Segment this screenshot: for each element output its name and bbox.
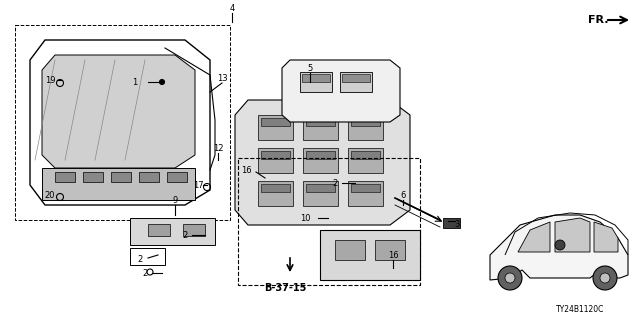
Text: 4: 4 [229, 4, 235, 12]
Bar [261, 184, 290, 192]
Bar [261, 151, 290, 159]
Polygon shape [42, 55, 195, 168]
Polygon shape [42, 168, 195, 200]
Text: 17: 17 [193, 180, 204, 189]
Text: 12: 12 [212, 143, 223, 153]
Bar [335, 240, 365, 260]
Polygon shape [518, 222, 550, 252]
Bar [303, 181, 338, 206]
Bar [258, 148, 293, 173]
Bar [348, 148, 383, 173]
Bar [302, 74, 330, 82]
Bar [342, 74, 370, 82]
Text: 5: 5 [307, 63, 312, 73]
Polygon shape [490, 215, 628, 280]
Circle shape [600, 273, 610, 283]
Text: 2: 2 [332, 179, 338, 188]
Polygon shape [282, 60, 400, 122]
Polygon shape [130, 218, 215, 245]
Bar [340, 72, 372, 92]
Bar [300, 72, 332, 92]
Bar [351, 184, 380, 192]
Text: 19: 19 [45, 76, 55, 84]
Text: 9: 9 [172, 196, 178, 204]
Bar [167, 172, 187, 182]
Bar [83, 172, 103, 182]
Bar [303, 148, 338, 173]
Circle shape [505, 273, 515, 283]
Bar [303, 115, 338, 140]
Text: 2: 2 [182, 230, 188, 239]
Polygon shape [443, 218, 460, 228]
Text: TY24B1120C: TY24B1120C [556, 306, 604, 315]
Polygon shape [235, 100, 410, 225]
Polygon shape [555, 218, 590, 252]
Text: B-37-15: B-37-15 [264, 283, 306, 293]
Bar [238, 158, 420, 285]
Bar [55, 172, 75, 182]
Bar [375, 240, 405, 260]
Text: 13: 13 [217, 74, 227, 83]
Bar [261, 118, 290, 126]
Text: 20: 20 [45, 190, 55, 199]
Bar [111, 172, 131, 182]
Bar [348, 181, 383, 206]
Text: 10: 10 [300, 213, 310, 222]
Circle shape [593, 266, 617, 290]
Bar [306, 184, 335, 192]
Bar [351, 118, 380, 126]
Bar [139, 172, 159, 182]
Bar [348, 115, 383, 140]
Text: FR.: FR. [588, 15, 608, 25]
Circle shape [159, 79, 164, 84]
Text: 6: 6 [400, 190, 406, 199]
Bar [148, 224, 170, 236]
Text: 16: 16 [388, 251, 398, 260]
Text: 2: 2 [138, 255, 143, 265]
Bar [306, 118, 335, 126]
Bar [351, 151, 380, 159]
Polygon shape [594, 222, 618, 252]
Circle shape [555, 240, 565, 250]
Text: 2: 2 [142, 268, 148, 277]
Polygon shape [320, 230, 420, 280]
Text: 3: 3 [454, 220, 460, 228]
Bar [306, 151, 335, 159]
Circle shape [498, 266, 522, 290]
Text: 1: 1 [132, 77, 138, 86]
Text: 16: 16 [241, 165, 252, 174]
Bar [183, 224, 205, 236]
Bar [258, 181, 293, 206]
Bar [258, 115, 293, 140]
